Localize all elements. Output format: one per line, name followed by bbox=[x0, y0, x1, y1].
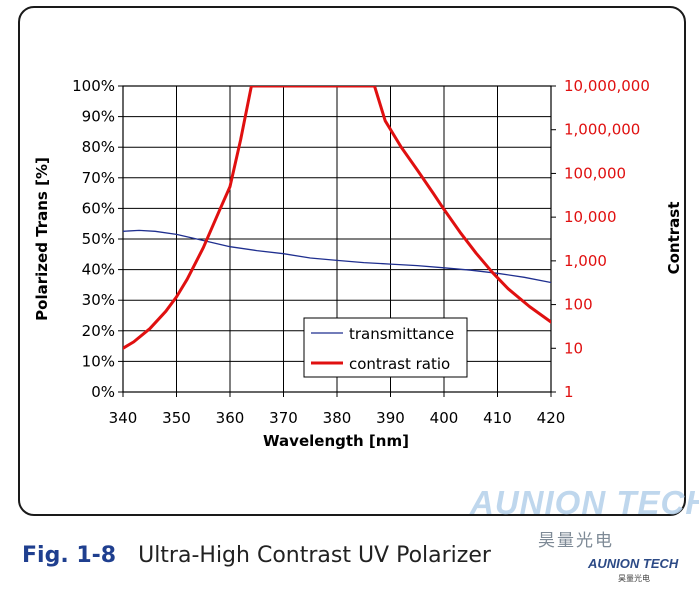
y-right-tick-label: 10,000,000 bbox=[564, 77, 650, 95]
x-tick-label: 410 bbox=[483, 409, 512, 427]
y-left-tick-label: 50% bbox=[82, 230, 115, 248]
y-left-tick-label: 80% bbox=[82, 138, 115, 156]
x-tick-label: 390 bbox=[376, 409, 405, 427]
y-right-tick-label: 1 bbox=[564, 383, 574, 401]
x-tick-label: 360 bbox=[216, 409, 245, 427]
figure-title: Ultra-High Contrast UV Polarizer bbox=[138, 543, 491, 568]
x-tick-label: 350 bbox=[162, 409, 191, 427]
figure-caption: Fig. 1-8 Ultra-High Contrast UV Polarizer bbox=[22, 543, 491, 568]
axes: Wavelength [nm] Polarized Trans [%] Cont… bbox=[33, 77, 683, 450]
series bbox=[123, 86, 551, 350]
series-line-contrast-ratio bbox=[123, 86, 551, 350]
y-right-tick-label: 10,000 bbox=[564, 208, 617, 226]
legend-label-transmittance: transmittance bbox=[349, 325, 454, 343]
y-left-tick-label: 90% bbox=[82, 108, 115, 126]
y-left-tick-label: 0% bbox=[91, 383, 115, 401]
y-left-tick-label: 60% bbox=[82, 199, 115, 217]
y-right-tick-label: 10 bbox=[564, 339, 583, 357]
x-tick-label: 420 bbox=[537, 409, 566, 427]
y-left-tick-label: 70% bbox=[82, 169, 115, 187]
y-axis-right-label: Contrast bbox=[665, 202, 683, 275]
y-left-tick-label: 20% bbox=[82, 322, 115, 340]
series-line-transmittance bbox=[123, 229, 551, 284]
y-left-tick-label: 30% bbox=[82, 291, 115, 309]
x-tick-label: 400 bbox=[430, 409, 459, 427]
y-left-tick-label: 40% bbox=[82, 261, 115, 279]
legend-label-contrast: contrast ratio bbox=[349, 355, 450, 373]
legend-box bbox=[303, 317, 468, 378]
y-right-tick-label: 100,000 bbox=[564, 164, 626, 182]
y-right-tick-label: 1,000 bbox=[564, 252, 607, 270]
figure-number: Fig. 1-8 bbox=[22, 543, 117, 568]
y-left-tick-label: 100% bbox=[72, 77, 115, 95]
x-tick-label: 340 bbox=[109, 409, 138, 427]
y-left-tick-label: 10% bbox=[82, 352, 115, 370]
y-right-tick-label: 1,000,000 bbox=[564, 121, 640, 139]
y-right-tick-label: 100 bbox=[564, 296, 593, 314]
x-tick-label: 380 bbox=[323, 409, 352, 427]
legend: transmittance contrast ratio bbox=[303, 317, 468, 378]
x-tick-label: 370 bbox=[269, 409, 298, 427]
x-axis-label: Wavelength [nm] bbox=[263, 432, 409, 450]
y-axis-left-label: Polarized Trans [%] bbox=[33, 157, 51, 321]
